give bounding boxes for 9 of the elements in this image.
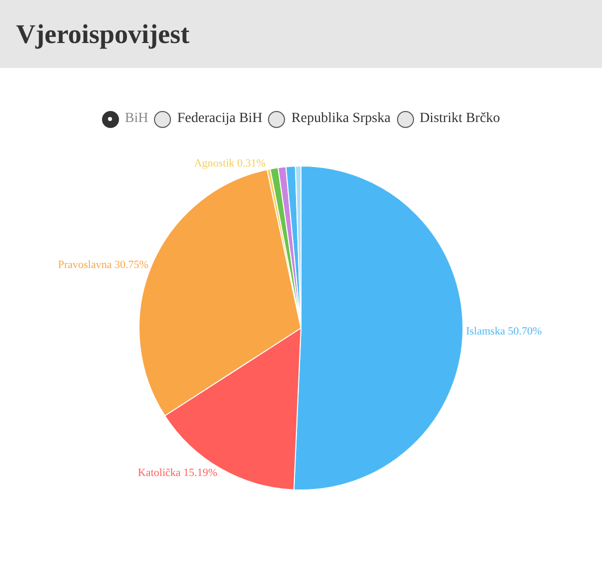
- text: Distrikt Brčko: [420, 111, 500, 127]
- slice-label: Pravoslavna 30.75%: [58, 258, 148, 271]
- text: Federacija BiH: [177, 111, 262, 127]
- text: Republika Srpska: [291, 111, 391, 127]
- slice-label: Agnostik 0.31%: [194, 158, 266, 170]
- text: BiH: [124, 111, 148, 127]
- slice-label: Katolička 15.19%: [138, 467, 218, 480]
- chart-title: Vjeroispovijest: [16, 18, 190, 50]
- slice-label: Islamska 50.70%: [466, 326, 542, 338]
